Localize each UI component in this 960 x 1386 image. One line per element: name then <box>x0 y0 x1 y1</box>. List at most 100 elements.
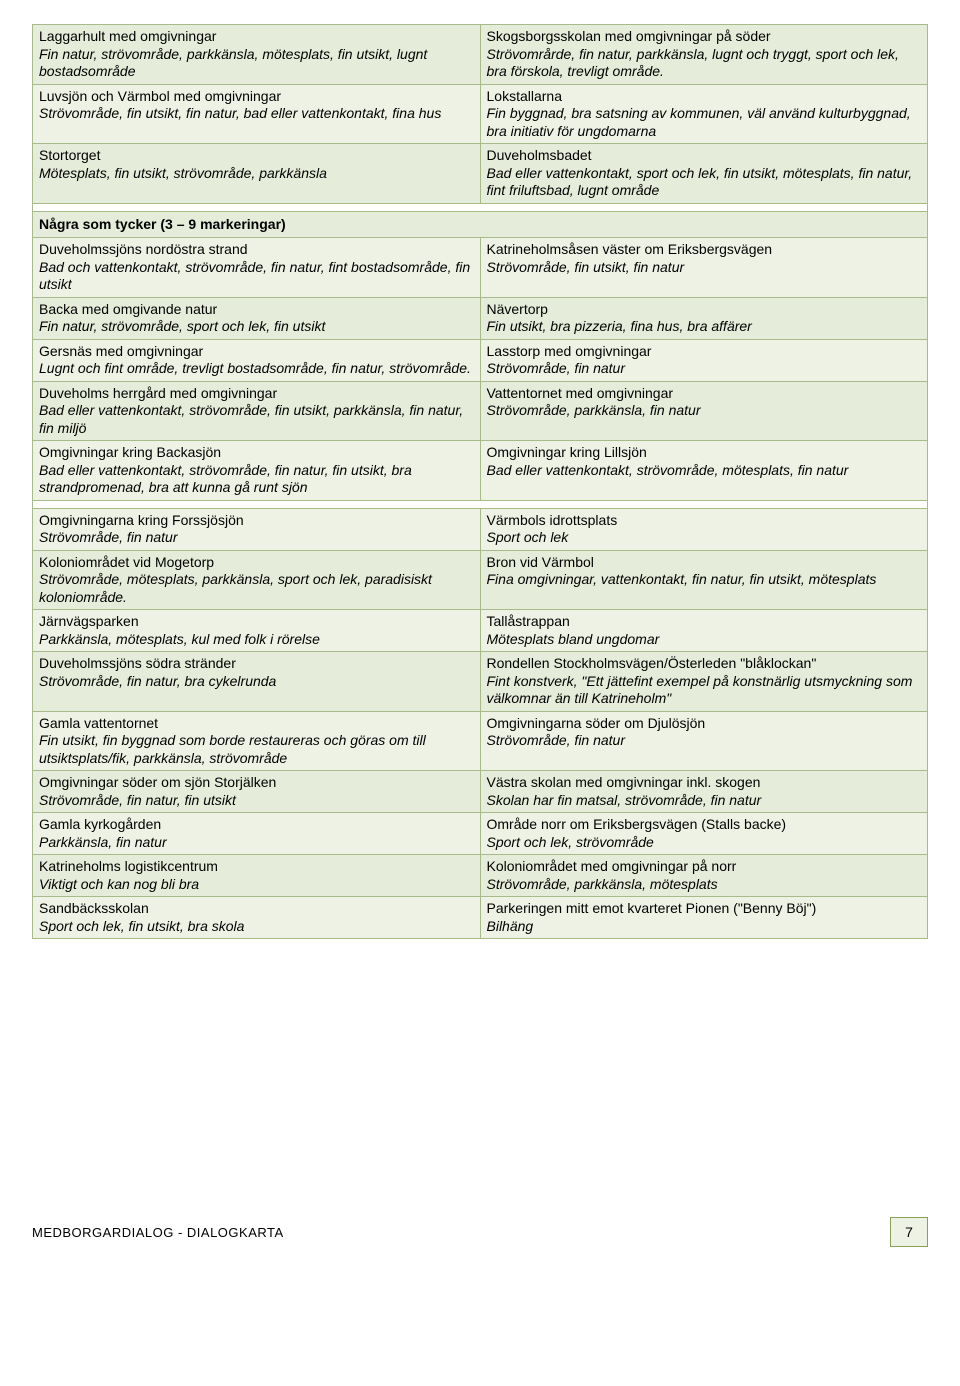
entry-description: Strövområde, fin natur <box>487 360 922 378</box>
table-row: Backa med omgivande naturFin natur, strö… <box>33 297 928 339</box>
table-cell: LokstallarnaFin byggnad, bra satsning av… <box>480 84 928 144</box>
entry-title: Omgivningar kring Lillsjön <box>487 444 922 462</box>
table-cell: SandbäcksskolanSport och lek, fin utsikt… <box>33 897 481 939</box>
table-cell: Gersnäs med omgivningarLugnt och fint om… <box>33 339 481 381</box>
entry-title: Gersnäs med omgivningar <box>39 343 474 361</box>
table-cell: Rondellen Stockholmsvägen/Österleden "bl… <box>480 652 928 712</box>
table-row: StortorgetMötesplats, fin utsikt, strövo… <box>33 144 928 204</box>
entry-title: Rondellen Stockholmsvägen/Österleden "bl… <box>487 655 922 673</box>
entry-title: Skogsborgsskolan med omgivningar på söde… <box>487 28 922 46</box>
entry-description: Bad eller vattenkontakt, strövområde, fi… <box>39 462 474 497</box>
entry-description: Strövområde, fin natur, bra cykelrunda <box>39 673 474 691</box>
entry-title: Omgivningarna kring Forssjösjön <box>39 512 474 530</box>
entry-title: Sandbäcksskolan <box>39 900 474 918</box>
table-row: Luvsjön och Värmbol med omgivningarStröv… <box>33 84 928 144</box>
table-row: Duveholms herrgård med omgivningarBad el… <box>33 381 928 441</box>
table-cell: Gamla vattentornetFin utsikt, fin byggna… <box>33 711 481 771</box>
table-cell: JärnvägsparkenParkkänsla, mötesplats, ku… <box>33 610 481 652</box>
spacer-row <box>33 203 928 211</box>
entry-title: Omgivningarna söder om Djulösjön <box>487 715 922 733</box>
entry-description: Bad och vattenkontakt, strövområde, fin … <box>39 259 474 294</box>
table-row: Omgivningar söder om sjön StorjälkenStrö… <box>33 771 928 813</box>
entry-title: Västra skolan med omgivningar inkl. skog… <box>487 774 922 792</box>
entry-description: Fin utsikt, fin byggnad som borde restau… <box>39 732 474 767</box>
entry-description: Strövområde, fin natur <box>487 732 922 750</box>
entry-description: Sport och lek <box>487 529 922 547</box>
entry-description: Fina omgivningar, vattenkontakt, fin nat… <box>487 571 922 589</box>
entry-title: Gamla vattentornet <box>39 715 474 733</box>
entry-title: Järnvägsparken <box>39 613 474 631</box>
entry-title: Luvsjön och Värmbol med omgivningar <box>39 88 474 106</box>
table-cell: Omgivningar kring LillsjönBad eller vatt… <box>480 441 928 501</box>
entry-description: Fin byggnad, bra satsning av kommunen, v… <box>487 105 922 140</box>
table-cell: Skogsborgsskolan med omgivningar på söde… <box>480 25 928 85</box>
entry-title: Duveholmssjöns nordöstra strand <box>39 241 474 259</box>
entry-description: Parkkänsla, fin natur <box>39 834 474 852</box>
table-row: SandbäcksskolanSport och lek, fin utsikt… <box>33 897 928 939</box>
entry-description: Lugnt och fint område, trevligt bostadso… <box>39 360 474 378</box>
entry-description: Strövområde, fin utsikt, fin natur <box>487 259 922 277</box>
table-cell: Västra skolan med omgivningar inkl. skog… <box>480 771 928 813</box>
table-cell: Område norr om Eriksbergsvägen (Stalls b… <box>480 813 928 855</box>
entry-title: Katrineholmsåsen väster om Eriksbergsväg… <box>487 241 922 259</box>
page-number: 7 <box>890 1217 928 1247</box>
table-row: Koloniområdet vid MogetorpStrövområde, m… <box>33 550 928 610</box>
entry-title: Tallåstrappan <box>487 613 922 631</box>
table-cell: Koloniområdet med omgivningar på norrStr… <box>480 855 928 897</box>
survey-table: Laggarhult med omgivningar Fin natur, str… <box>32 24 928 939</box>
entry-description: Sport och lek, strövområde <box>487 834 922 852</box>
entry-title: Stortorget <box>39 147 474 165</box>
entry-title: Laggarhult med omgivningar <box>39 28 474 46</box>
table-row: Duveholmssjöns nordöstra strandBad och v… <box>33 238 928 298</box>
table-cell: DuveholmsbadetBad eller vattenkontakt, s… <box>480 144 928 204</box>
entry-description: Skolan har fin matsal, strövområde, fin … <box>487 792 922 810</box>
entry-description: Strövområde, mötesplats, parkkänsla, spo… <box>39 571 474 606</box>
table-cell: Duveholmssjöns nordöstra strandBad och v… <box>33 238 481 298</box>
entry-description: Fin natur, strövområde, sport och lek, f… <box>39 318 474 336</box>
table-cell: Bron vid VärmbolFina omgivningar, vatten… <box>480 550 928 610</box>
table-cell: Koloniområdet vid MogetorpStrövområde, m… <box>33 550 481 610</box>
entry-title: Vattentornet med omgivningar <box>487 385 922 403</box>
entry-title: Duveholmsbadet <box>487 147 922 165</box>
table-cell: Vattentornet med omgivningarStrövområde,… <box>480 381 928 441</box>
table-cell: Katrineholmsåsen väster om Eriksbergsväg… <box>480 238 928 298</box>
entry-title: Duveholms herrgård med omgivningar <box>39 385 474 403</box>
entry-title: Duveholmssjöns södra stränder <box>39 655 474 673</box>
entry-description: Strövområde, fin utsikt, fin natur, bad … <box>39 105 474 123</box>
entry-description: Mötesplats bland ungdomar <box>487 631 922 649</box>
table-row: Gamla vattentornetFin utsikt, fin byggna… <box>33 711 928 771</box>
entry-description: Bilhäng <box>487 918 922 936</box>
table-cell: Omgivningar söder om sjön StorjälkenStrö… <box>33 771 481 813</box>
entry-description: Mötesplats, fin utsikt, strövområde, par… <box>39 165 474 183</box>
entry-description: Strövområde, parkkänsla, mötesplats <box>487 876 922 894</box>
entry-title: Katrineholms logistikcentrum <box>39 858 474 876</box>
entry-description: Bad eller vattenkontakt, sport och lek, … <box>487 165 922 200</box>
table-cell: Luvsjön och Värmbol med omgivningarStröv… <box>33 84 481 144</box>
entry-title: Område norr om Eriksbergsvägen (Stalls b… <box>487 816 922 834</box>
table-cell: NävertorpFin utsikt, bra pizzeria, fina … <box>480 297 928 339</box>
table-cell: Backa med omgivande naturFin natur, strö… <box>33 297 481 339</box>
entry-title: Omgivningar söder om sjön Storjälken <box>39 774 474 792</box>
table-row: JärnvägsparkenParkkänsla, mötesplats, ku… <box>33 610 928 652</box>
page-footer: MEDBORGARDIALOG - DIALOGKARTA 7 <box>0 1199 960 1263</box>
table-cell: Lasstorp med omgivningarStrövområde, fin… <box>480 339 928 381</box>
table-row: Gersnäs med omgivningarLugnt och fint om… <box>33 339 928 381</box>
table-cell: TallåstrappanMötesplats bland ungdomar <box>480 610 928 652</box>
entry-title: Värmbols idrottsplats <box>487 512 922 530</box>
table-cell: Omgivningarna söder om DjulösjönStrövomr… <box>480 711 928 771</box>
entry-description: Strövområde, parkkänsla, fin natur <box>487 402 922 420</box>
entry-title: Lasstorp med omgivningar <box>487 343 922 361</box>
table-row: Laggarhult med omgivningarFin natur, str… <box>33 25 928 85</box>
table-cell: Duveholms herrgård med omgivningarBad el… <box>33 381 481 441</box>
table-cell: Värmbols idrottsplatsSport och lek <box>480 508 928 550</box>
entry-title: Lokstallarna <box>487 88 922 106</box>
entry-description: Bad eller vattenkontakt, strövområde, mö… <box>487 462 922 480</box>
table-row: Gamla kyrkogårdenParkkänsla, fin natur Om… <box>33 813 928 855</box>
entry-description: Sport och lek, fin utsikt, bra skola <box>39 918 474 936</box>
table-cell: Omgivningar kring BackasjönBad eller vat… <box>33 441 481 501</box>
table-cell: Gamla kyrkogårdenParkkänsla, fin natur <box>33 813 481 855</box>
table-cell: Laggarhult med omgivningarFin natur, str… <box>33 25 481 85</box>
entry-description: Strövområrde, fin natur, parkkänsla, lug… <box>487 46 922 81</box>
table-row: Omgivningarna kring ForssjösjönStrövområ… <box>33 508 928 550</box>
entry-description: Strövområde, fin natur, fin utsikt <box>39 792 474 810</box>
